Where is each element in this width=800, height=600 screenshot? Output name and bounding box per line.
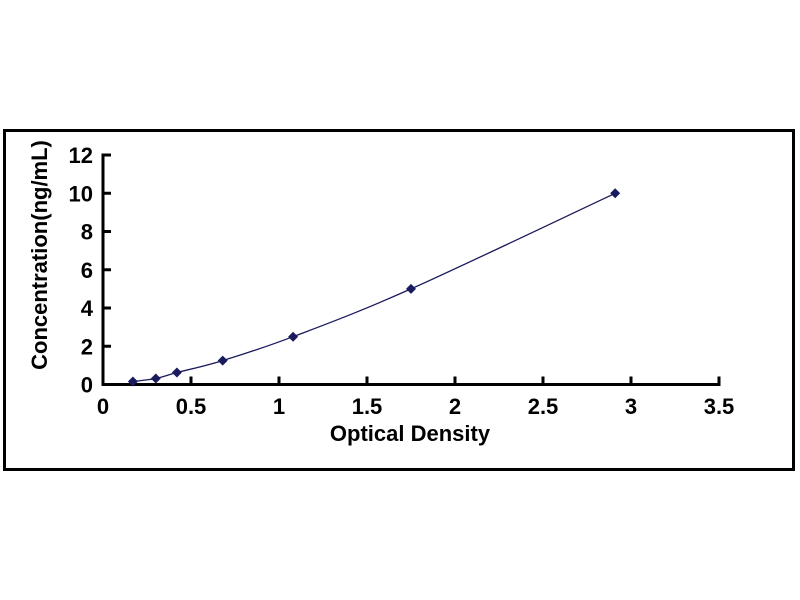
data-point-marker bbox=[406, 283, 416, 294]
data-point-marker bbox=[171, 367, 182, 378]
x-tick-label: 2 bbox=[449, 394, 461, 419]
plot-frame bbox=[3, 129, 795, 471]
y-tick-label: 2 bbox=[81, 334, 93, 359]
x-tick-label: 2.5 bbox=[528, 394, 559, 419]
y-axis-title: Concentration(ng/mL) bbox=[27, 140, 52, 370]
standard-curve-line bbox=[132, 192, 616, 383]
x-axis-title: Optical Density bbox=[330, 421, 491, 446]
data-point-marker bbox=[217, 355, 228, 366]
y-tick-label: 6 bbox=[81, 258, 93, 283]
data-point-marker bbox=[288, 331, 299, 342]
x-tick-label: 0 bbox=[97, 394, 109, 419]
y-tick-label: 0 bbox=[81, 373, 93, 398]
x-tick-label: 1 bbox=[273, 394, 285, 419]
y-tick-label: 4 bbox=[81, 296, 94, 321]
y-tick-label: 12 bbox=[69, 143, 93, 168]
y-tick-label: 8 bbox=[81, 220, 93, 245]
x-tick-label: 1.5 bbox=[352, 394, 383, 419]
data-point-marker bbox=[127, 376, 138, 387]
x-tick-label: 3 bbox=[625, 394, 637, 419]
data-point-marker bbox=[610, 188, 621, 199]
x-tick-label: 0.5 bbox=[176, 394, 207, 419]
y-tick-label: 10 bbox=[69, 181, 93, 206]
chart-geometry: 0 0.5 1 1.5 2 2.5 3 3.5 0 2 4 6 8 10 12 bbox=[3, 129, 795, 471]
data-point-marker bbox=[150, 373, 161, 384]
x-tick-label: 3.5 bbox=[704, 394, 735, 419]
